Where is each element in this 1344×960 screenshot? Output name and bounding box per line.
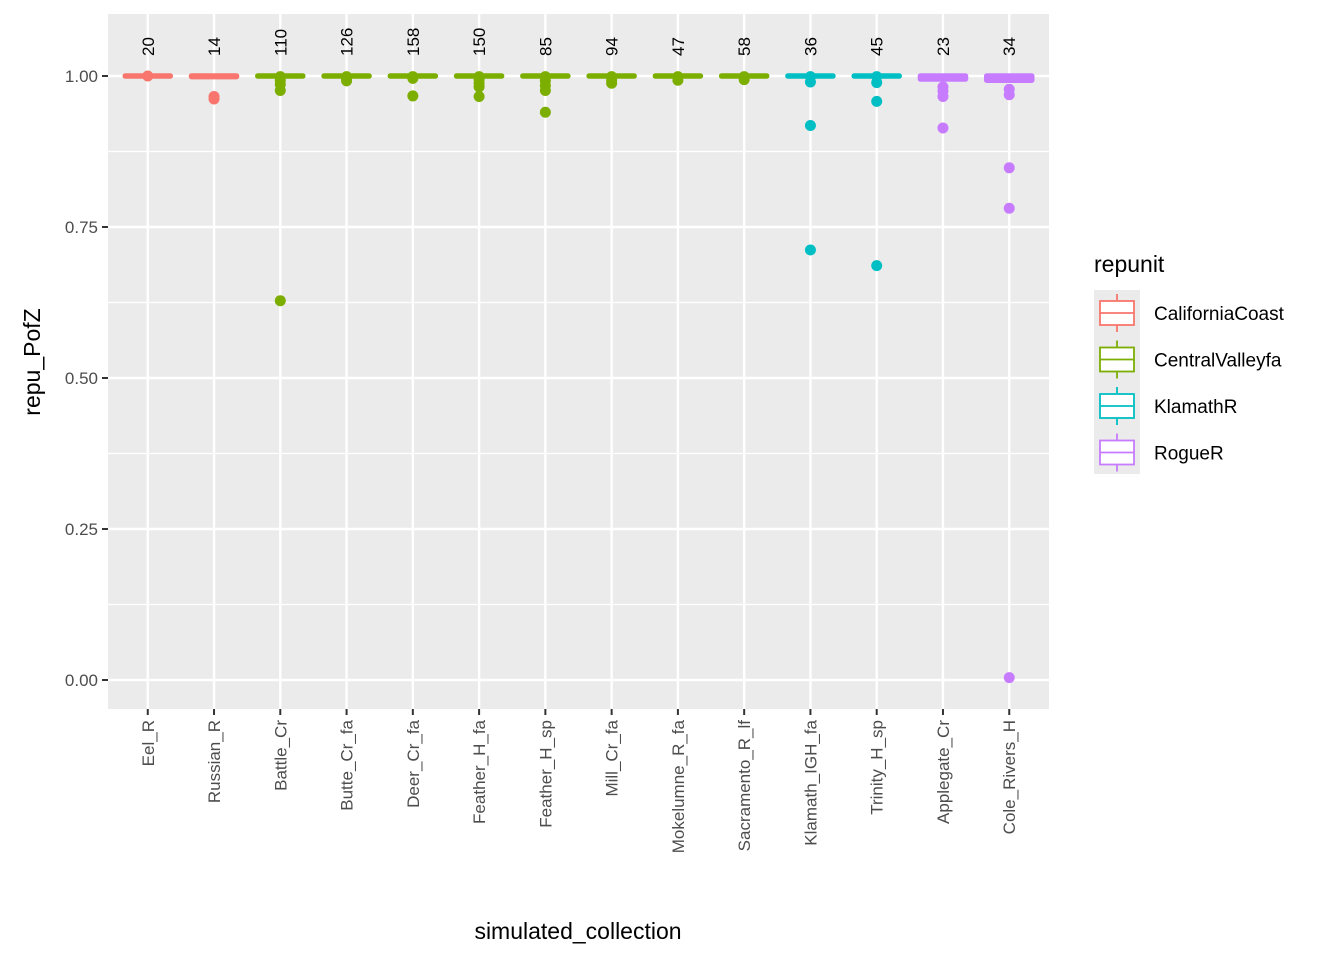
grid-minor bbox=[108, 150, 1049, 606]
x-tick-label: Deer_Cr_fa bbox=[404, 719, 423, 807]
x-tick-label: Feather_H_fa bbox=[470, 719, 489, 823]
count-label: 34 bbox=[1000, 37, 1019, 56]
x-tick-label: Butte_Cr_fa bbox=[338, 719, 357, 810]
outlier-point bbox=[539, 84, 551, 96]
count-label: 47 bbox=[669, 37, 688, 56]
legend-title: repunit bbox=[1094, 251, 1165, 277]
count-label: 58 bbox=[735, 37, 754, 56]
outlier-point bbox=[473, 81, 485, 93]
outlier-point bbox=[1003, 89, 1015, 101]
count-label: 94 bbox=[603, 37, 622, 56]
x-tick-label: Eel_R bbox=[139, 720, 158, 766]
x-axis: Eel_R Russian_R Battle_Cr Butte_Cr_fa Deer_C… bbox=[139, 709, 1019, 853]
count-label: 158 bbox=[404, 28, 423, 56]
y-tick-label: 0.50 bbox=[65, 369, 98, 388]
outlier-point bbox=[274, 295, 286, 307]
count-label: 45 bbox=[868, 37, 887, 56]
x-tick-label: Cole_Rivers_H bbox=[1000, 720, 1019, 834]
count-labels: 20 14 110 126 158 150 85 94 47 58 36 45 23 34 bbox=[139, 28, 1019, 56]
y-tick-label: 1.00 bbox=[65, 67, 98, 86]
outlier-point bbox=[871, 260, 883, 272]
outlier-point bbox=[142, 70, 154, 82]
outlier-point bbox=[804, 244, 816, 256]
outlier-point bbox=[804, 120, 816, 132]
outlier-point bbox=[672, 74, 684, 86]
count-label: 150 bbox=[470, 28, 489, 56]
outlier-point bbox=[804, 76, 816, 88]
outlier-point bbox=[539, 106, 551, 118]
x-tick-label: Trinity_H_sp bbox=[868, 720, 887, 815]
outlier-point bbox=[473, 91, 485, 103]
plot-panel bbox=[108, 14, 1049, 709]
count-label: 85 bbox=[536, 37, 555, 56]
count-label: 20 bbox=[139, 37, 158, 56]
count-label: 23 bbox=[934, 37, 953, 56]
outlier-point bbox=[274, 84, 286, 96]
y-tick-label: 0.75 bbox=[65, 218, 98, 237]
x-tick-label: Sacramento_R_lf bbox=[735, 720, 754, 852]
outlier-point bbox=[937, 91, 949, 103]
count-label: 36 bbox=[801, 37, 820, 56]
outlier-point bbox=[871, 77, 883, 89]
outlier-point bbox=[407, 72, 419, 84]
x-tick-label: Klamath_IGH_fa bbox=[801, 719, 820, 845]
outlier-point bbox=[937, 122, 949, 134]
count-label: 14 bbox=[205, 37, 224, 56]
outlier-point bbox=[341, 75, 353, 87]
x-tick-label: Russian_R bbox=[205, 720, 224, 803]
legend-label: CaliforniaCoast bbox=[1154, 304, 1285, 325]
outlier-point bbox=[407, 90, 419, 102]
outlier-point bbox=[871, 95, 883, 107]
x-tick-label: Battle_Cr bbox=[271, 720, 290, 791]
x-axis-title: simulated_collection bbox=[474, 918, 681, 944]
outlier-points bbox=[142, 70, 1015, 684]
x-tick-label: Mokelumne_R_fa bbox=[669, 719, 688, 853]
y-tick-label: 0.00 bbox=[65, 671, 98, 690]
legend-label: CentralValleyfa bbox=[1154, 351, 1282, 372]
legend: repunit CaliforniaCoast CentralValleyfa Kl… bbox=[1094, 251, 1285, 474]
x-tick-label: Feather_H_sp bbox=[536, 720, 555, 828]
outlier-point bbox=[738, 74, 750, 86]
outlier-point bbox=[1003, 672, 1015, 684]
legend-label: KlamathR bbox=[1154, 397, 1237, 418]
outlier-point bbox=[1003, 202, 1015, 214]
count-label: 110 bbox=[271, 29, 290, 56]
y-tick-label: 0.25 bbox=[65, 520, 98, 539]
x-tick-label: Mill_Cr_fa bbox=[603, 719, 622, 796]
count-label: 126 bbox=[338, 28, 357, 56]
x-tick-label: Applegate_Cr bbox=[934, 720, 953, 824]
legend-label: RogueR bbox=[1154, 444, 1224, 465]
outlier-point bbox=[208, 93, 220, 105]
y-axis-title: repu_PofZ bbox=[19, 308, 45, 415]
outlier-point bbox=[606, 77, 618, 89]
outlier-point bbox=[1003, 162, 1015, 174]
y-axis: 0.00 0.25 0.50 0.75 1.00 bbox=[65, 67, 108, 690]
